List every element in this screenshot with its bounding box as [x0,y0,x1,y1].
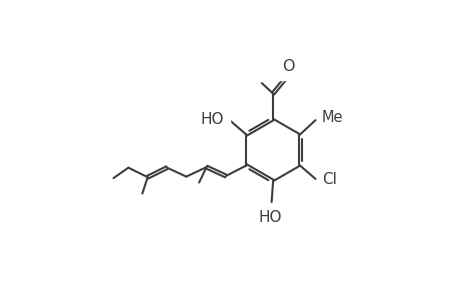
Text: O: O [281,59,294,74]
Text: HO: HO [200,112,224,127]
Text: Me: Me [321,110,343,125]
Text: HO: HO [258,210,281,225]
Text: Cl: Cl [321,172,336,188]
